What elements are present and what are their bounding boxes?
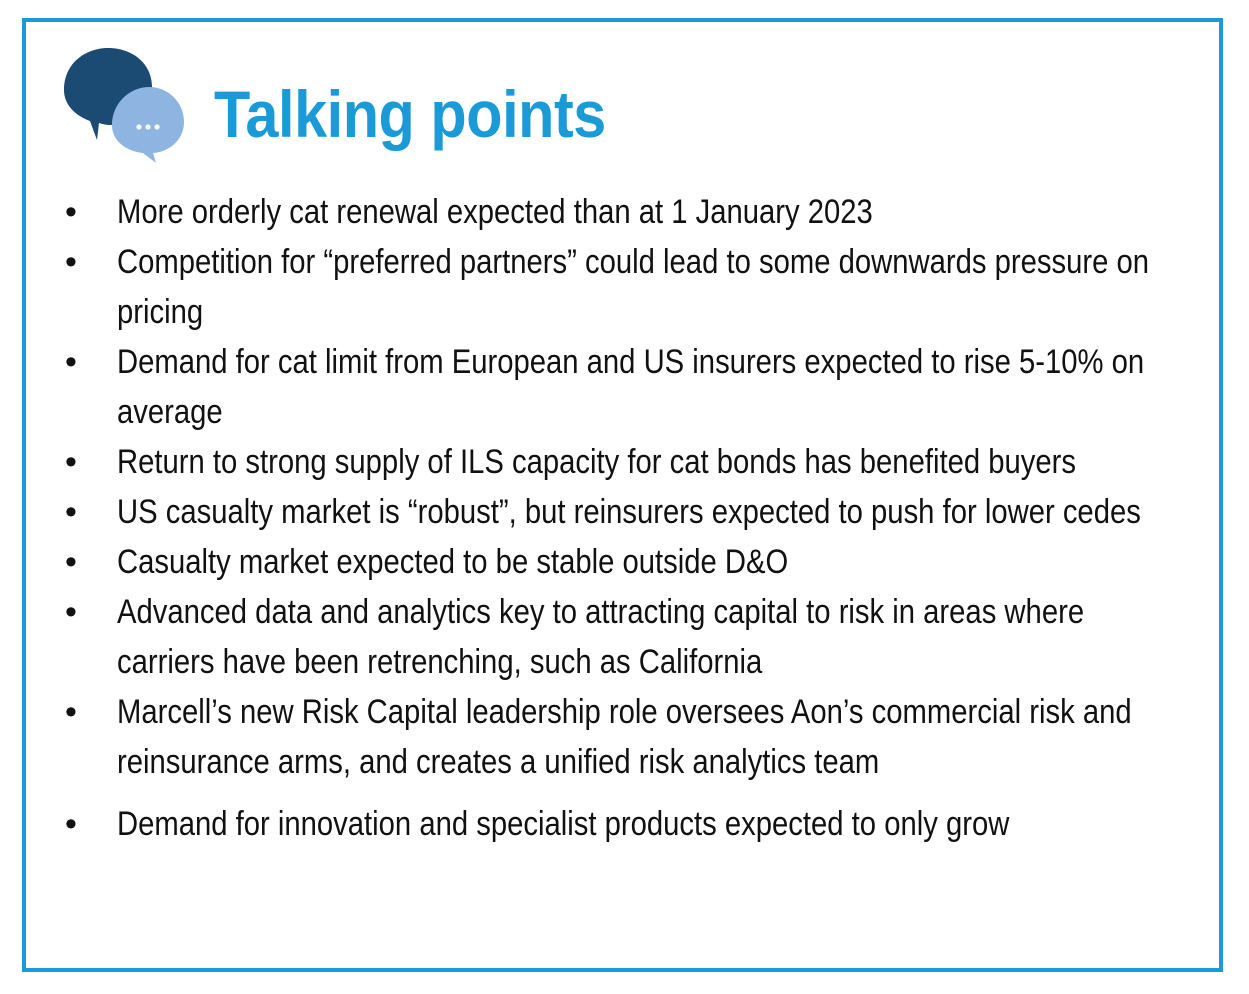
list-item-text: More orderly cat renewal expected than a… — [117, 193, 873, 231]
list-item-text: Return to strong supply of ILS capacity … — [117, 443, 1076, 481]
list-item-text: US casualty market is “robust”, but rein… — [117, 493, 1141, 531]
bullet-icon: • — [65, 493, 77, 531]
bullet-icon: • — [65, 443, 77, 481]
bullet-icon: • — [65, 243, 77, 281]
chat-bubbles-icon — [64, 48, 184, 163]
talking-points-list: • More orderly cat renewal expected than… — [26, 187, 1219, 849]
list-item: • More orderly cat renewal expected than… — [26, 187, 1219, 237]
bullet-icon: • — [65, 693, 77, 731]
talking-points-panel: Talking points • More orderly cat renewa… — [22, 18, 1223, 972]
bullet-icon: • — [65, 805, 77, 843]
list-item: • Marcell’s new Risk Capital leadership … — [26, 687, 1219, 787]
bullet-icon: • — [65, 543, 77, 581]
list-item: • Advanced data and analytics key to att… — [26, 587, 1219, 687]
list-item-text: Demand for innovation and specialist pro… — [117, 805, 1010, 843]
list-item-text: Competition for “preferred partners” cou… — [117, 243, 1150, 331]
bullet-icon: • — [65, 593, 77, 631]
list-item: • Demand for cat limit from European and… — [26, 337, 1219, 437]
list-item-text: Advanced data and analytics key to attra… — [117, 593, 1085, 681]
list-item: • US casualty market is “robust”, but re… — [26, 487, 1219, 537]
list-item-text: Casualty market expected to be stable ou… — [117, 543, 789, 581]
list-item: • Competition for “preferred partners” c… — [26, 237, 1219, 337]
list-item: • Casualty market expected to be stable … — [26, 537, 1219, 587]
bullet-icon: • — [65, 343, 77, 381]
list-item-text: Marcell’s new Risk Capital leadership ro… — [117, 693, 1132, 781]
list-item-text: Demand for cat limit from European and U… — [117, 343, 1145, 431]
bullet-icon: • — [65, 193, 77, 231]
list-item: • Demand for innovation and specialist p… — [26, 799, 1219, 849]
page-title: Talking points — [214, 77, 606, 151]
list-item: • Return to strong supply of ILS capacit… — [26, 437, 1219, 487]
